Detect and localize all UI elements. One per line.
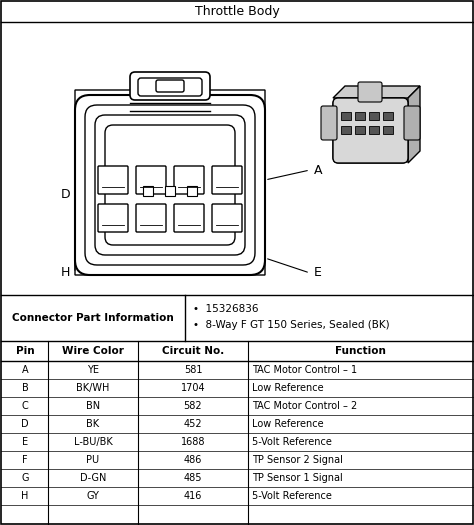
- Text: BK/WH: BK/WH: [76, 383, 109, 393]
- Text: YE: YE: [87, 365, 99, 375]
- Bar: [355, 126, 365, 134]
- Bar: [341, 126, 351, 134]
- Text: D: D: [60, 188, 70, 202]
- Bar: [383, 126, 393, 134]
- FancyBboxPatch shape: [98, 204, 128, 232]
- FancyBboxPatch shape: [105, 125, 235, 247]
- Text: E: E: [314, 267, 322, 279]
- Text: 486: 486: [184, 455, 202, 465]
- Text: 582: 582: [184, 401, 202, 411]
- Text: Pin: Pin: [16, 346, 34, 356]
- Text: 485: 485: [184, 473, 202, 483]
- Text: 5-Volt Reference: 5-Volt Reference: [252, 491, 332, 501]
- FancyBboxPatch shape: [130, 72, 210, 100]
- Text: D-GN: D-GN: [80, 473, 106, 483]
- FancyBboxPatch shape: [212, 204, 242, 232]
- FancyBboxPatch shape: [358, 82, 382, 102]
- Text: TAC Motor Control – 1: TAC Motor Control – 1: [252, 365, 357, 375]
- Text: Connector Part Information: Connector Part Information: [12, 313, 173, 323]
- FancyBboxPatch shape: [333, 98, 408, 163]
- Text: C: C: [22, 401, 28, 411]
- Text: Throttle Body: Throttle Body: [195, 5, 279, 17]
- Text: BK: BK: [86, 419, 100, 429]
- Bar: [165, 186, 175, 196]
- Bar: [143, 186, 153, 196]
- Text: G: G: [21, 473, 29, 483]
- Text: A: A: [22, 365, 28, 375]
- FancyBboxPatch shape: [136, 204, 166, 232]
- FancyBboxPatch shape: [138, 78, 202, 96]
- FancyBboxPatch shape: [98, 166, 128, 194]
- FancyBboxPatch shape: [105, 125, 235, 245]
- Polygon shape: [408, 86, 420, 163]
- Text: 416: 416: [184, 491, 202, 501]
- FancyBboxPatch shape: [174, 166, 204, 194]
- Text: 452: 452: [184, 419, 202, 429]
- Text: H: H: [61, 267, 70, 279]
- Polygon shape: [333, 86, 420, 98]
- Text: TP Sensor 1 Signal: TP Sensor 1 Signal: [252, 473, 343, 483]
- FancyBboxPatch shape: [95, 115, 245, 255]
- Text: F: F: [22, 455, 28, 465]
- Text: TP Sensor 2 Signal: TP Sensor 2 Signal: [252, 455, 343, 465]
- Text: D: D: [21, 419, 29, 429]
- Text: 581: 581: [184, 365, 202, 375]
- Text: BN: BN: [86, 401, 100, 411]
- FancyBboxPatch shape: [75, 95, 265, 275]
- Text: L-BU/BK: L-BU/BK: [73, 437, 112, 447]
- FancyBboxPatch shape: [136, 166, 166, 194]
- Text: •  15326836: • 15326836: [193, 304, 258, 314]
- Text: •  8-Way F GT 150 Series, Sealed (BK): • 8-Way F GT 150 Series, Sealed (BK): [193, 320, 390, 330]
- Bar: [369, 126, 379, 134]
- Text: TAC Motor Control – 2: TAC Motor Control – 2: [252, 401, 357, 411]
- FancyBboxPatch shape: [333, 98, 408, 163]
- Text: E: E: [22, 437, 28, 447]
- Text: Low Reference: Low Reference: [252, 383, 324, 393]
- Text: B: B: [22, 383, 28, 393]
- Bar: [383, 112, 393, 120]
- FancyBboxPatch shape: [85, 103, 255, 265]
- Bar: [341, 112, 351, 120]
- Text: Function: Function: [335, 346, 385, 356]
- FancyBboxPatch shape: [212, 166, 242, 194]
- FancyBboxPatch shape: [85, 105, 255, 265]
- Text: PU: PU: [86, 455, 100, 465]
- FancyBboxPatch shape: [75, 90, 265, 275]
- Text: 1704: 1704: [181, 383, 205, 393]
- Text: 5-Volt Reference: 5-Volt Reference: [252, 437, 332, 447]
- FancyBboxPatch shape: [404, 106, 420, 140]
- Text: 1688: 1688: [181, 437, 205, 447]
- Bar: [369, 112, 379, 120]
- Text: Low Reference: Low Reference: [252, 419, 324, 429]
- Text: Circuit No.: Circuit No.: [162, 346, 224, 356]
- Text: A: A: [314, 163, 322, 176]
- Bar: [355, 112, 365, 120]
- Text: GY: GY: [87, 491, 100, 501]
- Bar: [187, 186, 197, 196]
- FancyBboxPatch shape: [174, 204, 204, 232]
- Text: H: H: [21, 491, 29, 501]
- FancyBboxPatch shape: [95, 115, 245, 257]
- FancyBboxPatch shape: [156, 80, 184, 92]
- Text: Wire Color: Wire Color: [62, 346, 124, 356]
- FancyBboxPatch shape: [321, 106, 337, 140]
